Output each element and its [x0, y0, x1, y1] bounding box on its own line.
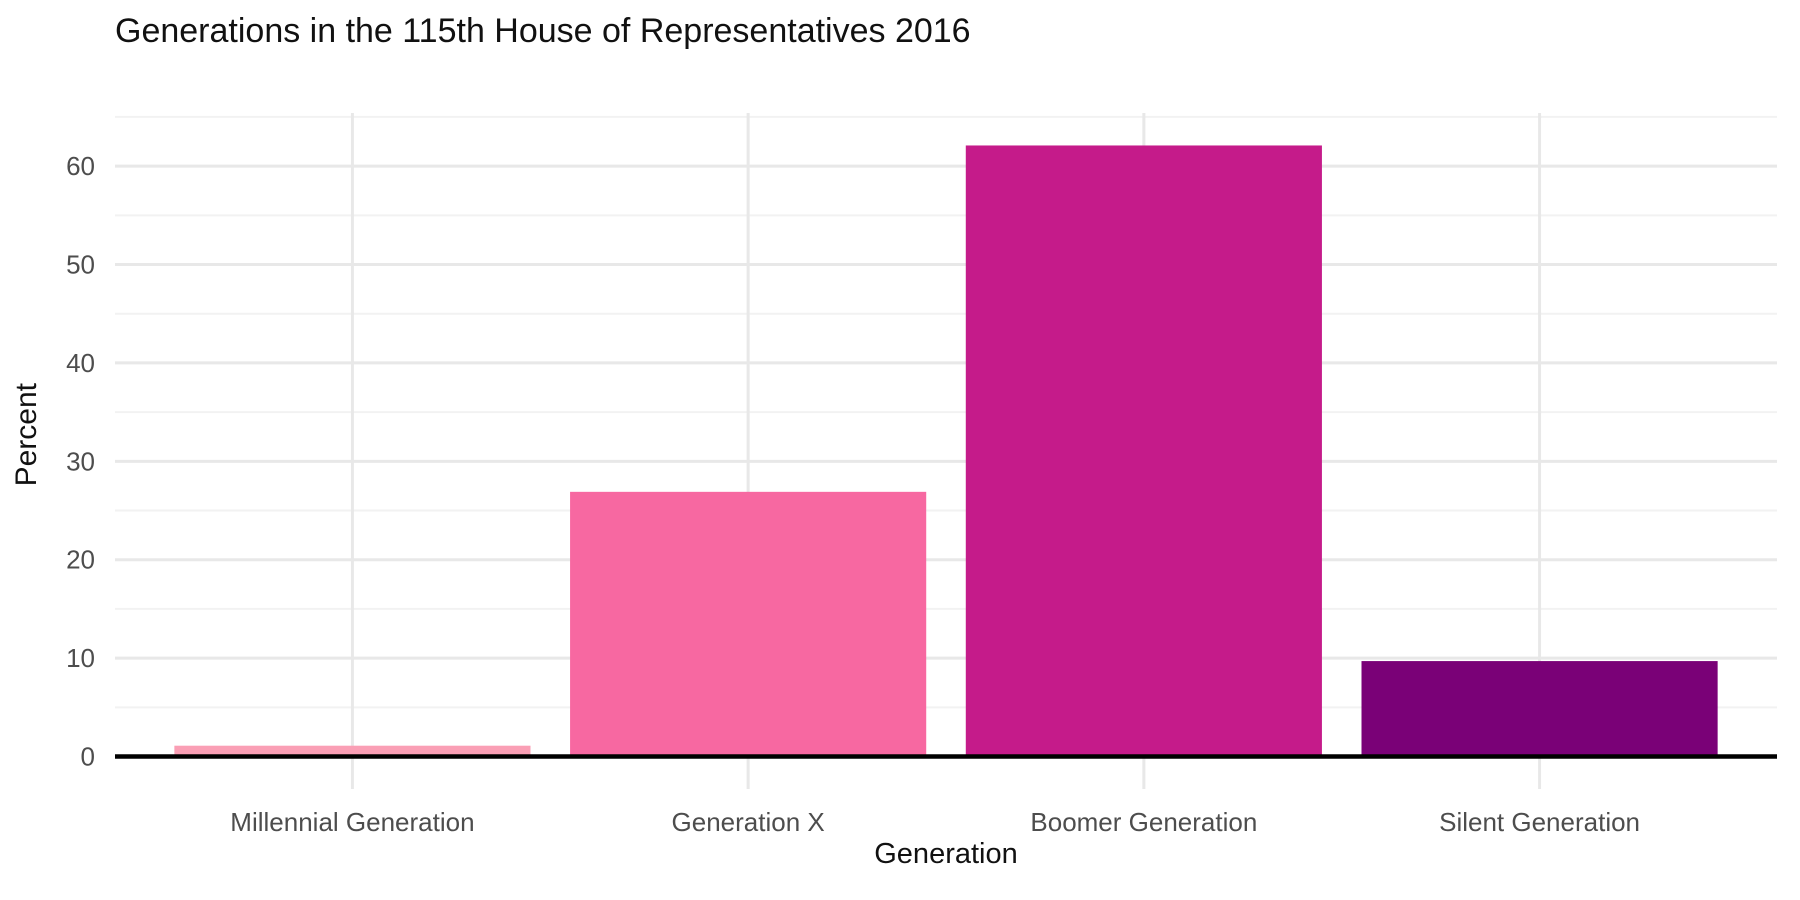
bar-boomer-generation — [965, 145, 1322, 757]
y-tick-label: 30 — [66, 446, 95, 476]
bar-generation-x — [570, 491, 927, 757]
x-axis-title: Generation — [874, 838, 1018, 870]
chart-title: Generations in the 115th House of Repres… — [115, 12, 971, 50]
y-tick-label: 40 — [66, 348, 95, 378]
x-category-label-boomer-generation: Boomer Generation — [1030, 807, 1257, 837]
x-category-label-silent-generation: Silent Generation — [1439, 807, 1640, 837]
bar-silent-generation — [1361, 661, 1718, 757]
x-category-label-generation-x: Generation X — [672, 807, 825, 837]
x-category-label-millennial-generation: Millennial Generation — [230, 807, 474, 837]
y-tick-label: 20 — [66, 545, 95, 575]
y-tick-label: 50 — [66, 250, 95, 280]
y-tick-label: 10 — [66, 643, 95, 673]
y-tick-label: 0 — [81, 742, 95, 772]
bar-millennial-generation — [174, 745, 531, 757]
y-tick-label: 60 — [66, 151, 95, 181]
